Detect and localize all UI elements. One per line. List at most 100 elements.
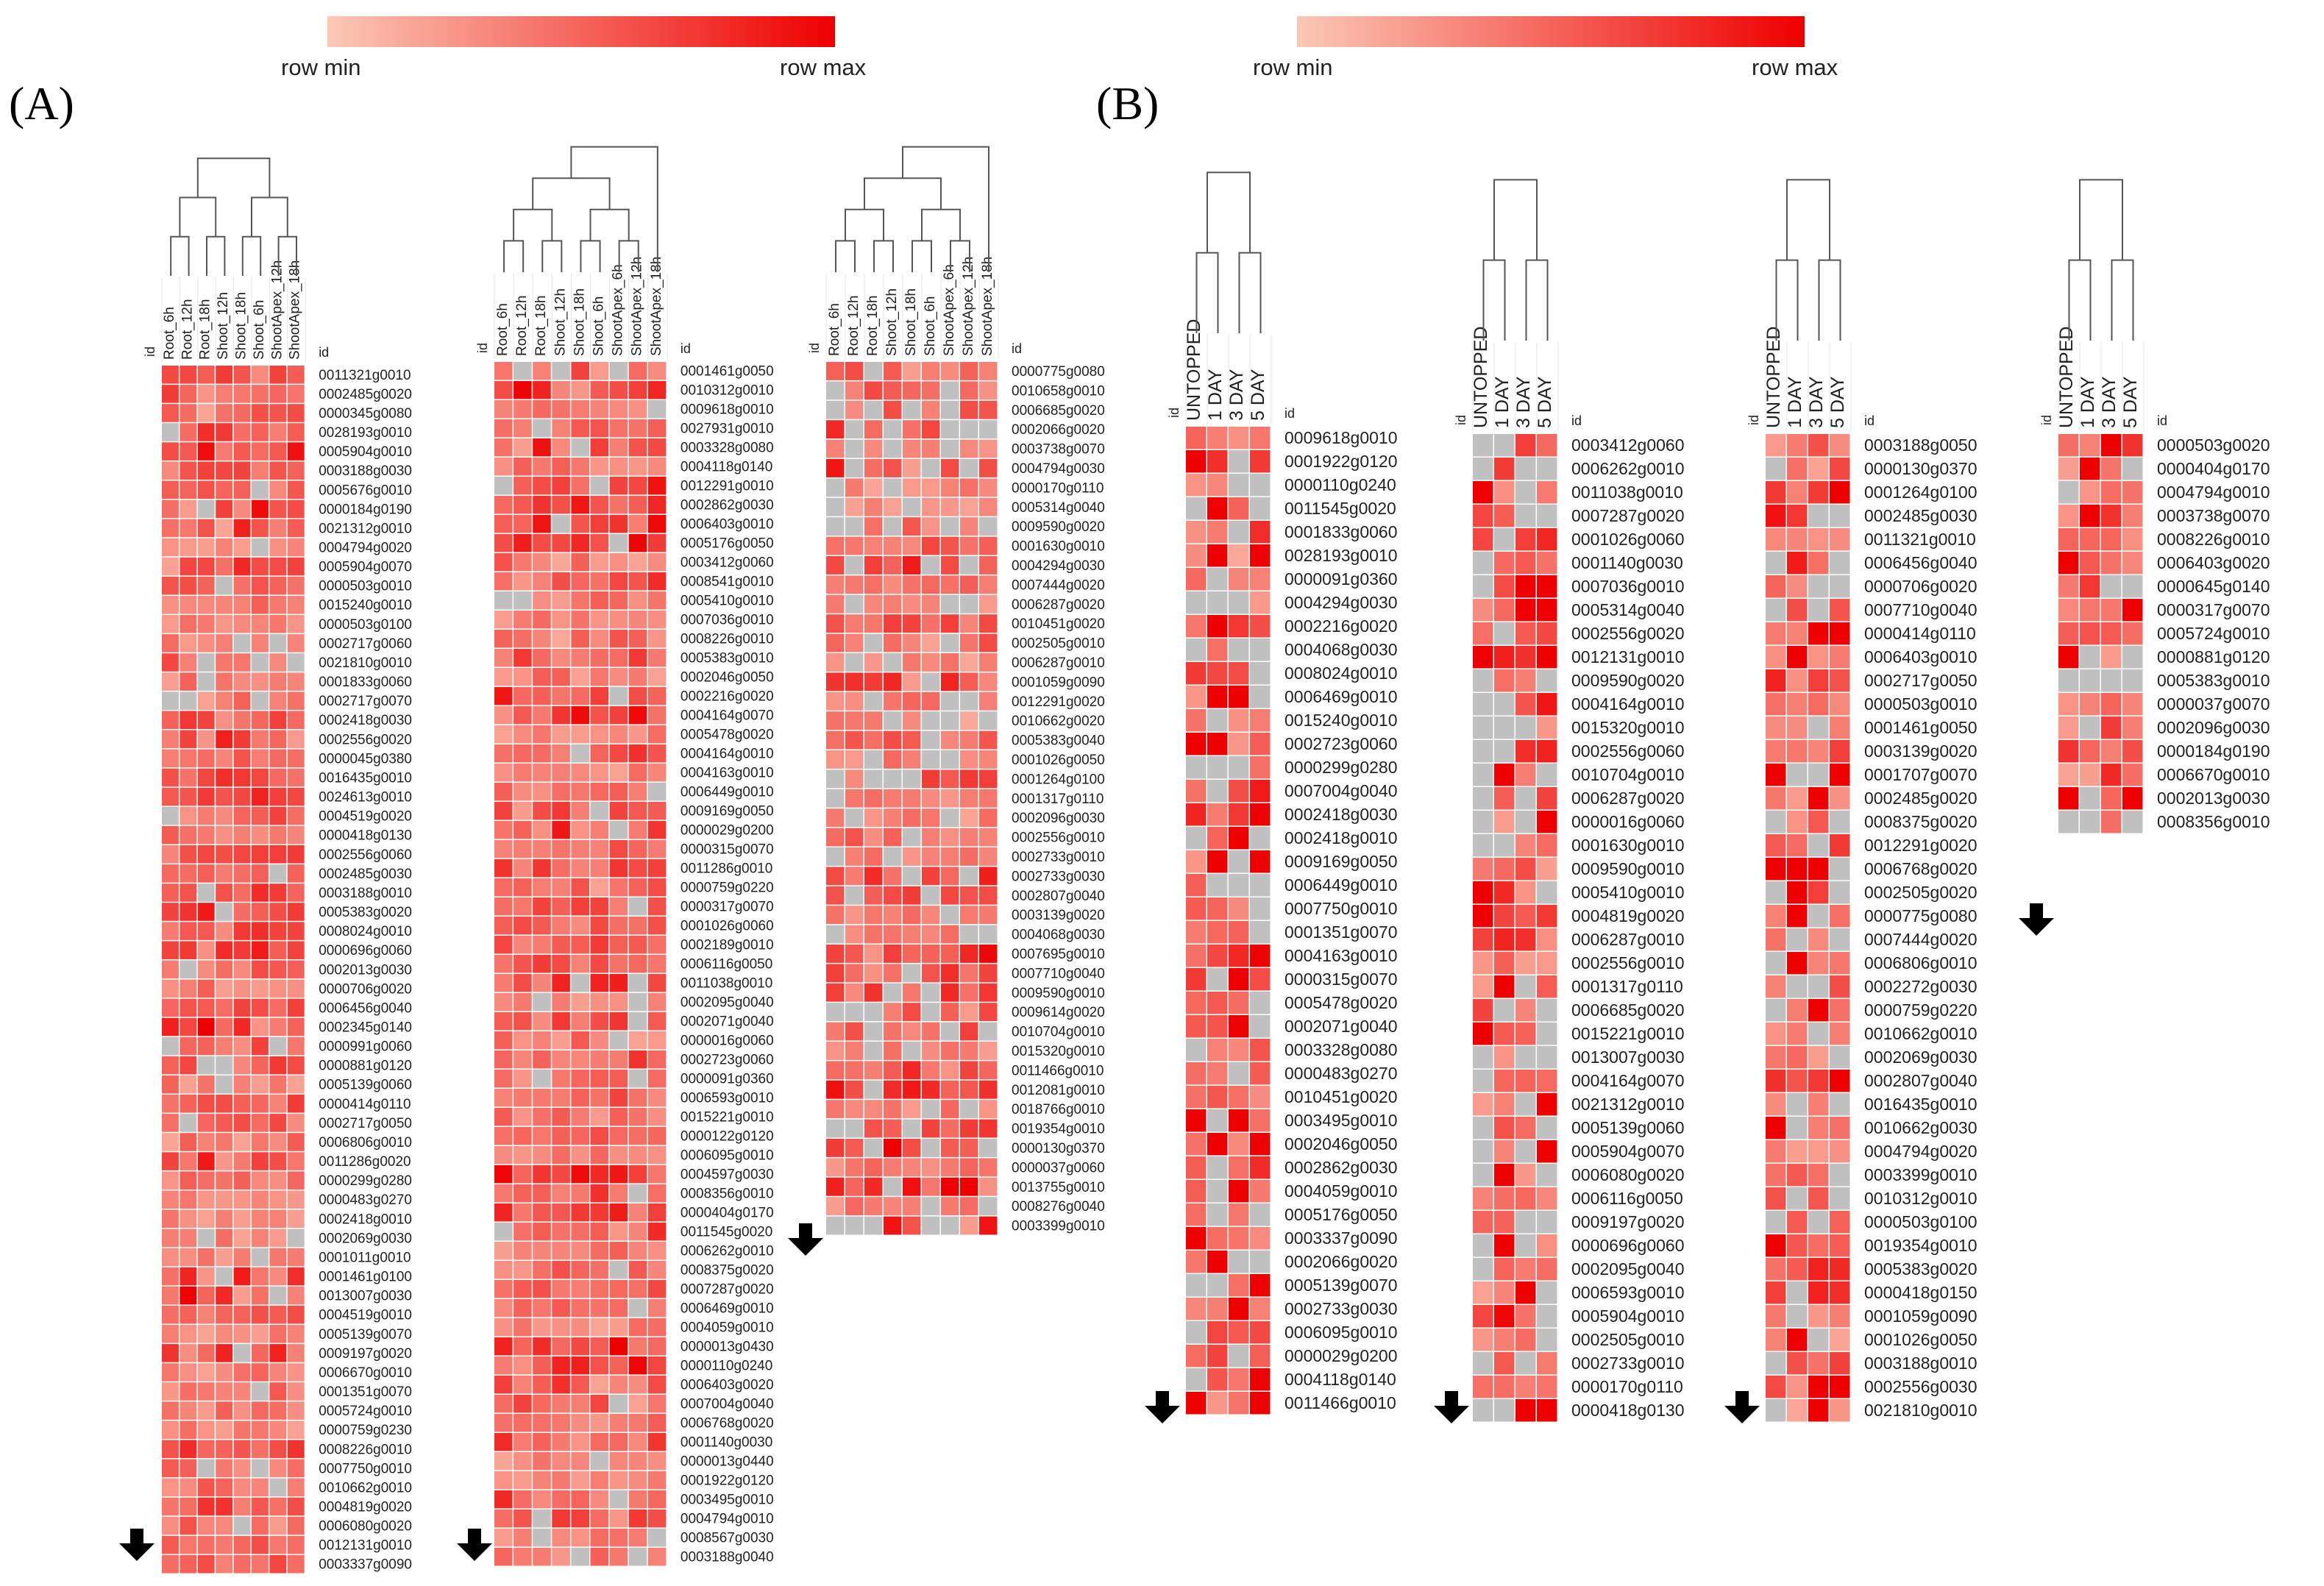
heatmap-cell — [590, 993, 609, 1011]
heatmap-cell — [2101, 481, 2122, 504]
heatmap-cell — [571, 649, 589, 667]
heatmap-cell — [287, 1190, 305, 1209]
row-label: 0007444g0020 — [1864, 930, 1977, 949]
heatmap-cell — [609, 1203, 628, 1222]
row-label: 0006287g0020 — [1571, 789, 1685, 808]
heatmap-cell — [269, 749, 287, 768]
heatmap-cell — [533, 1203, 551, 1222]
heatmap-cell — [960, 439, 978, 458]
heatmap-cell — [287, 787, 305, 806]
row-label: 0002717g0060 — [319, 636, 412, 652]
heatmap-cell — [941, 1216, 959, 1235]
row-label: 0000414g0110 — [1864, 624, 1976, 643]
heatmap-cell — [180, 1401, 197, 1420]
heatmap-cell — [960, 1119, 978, 1138]
heatmap-cell — [494, 1318, 513, 1337]
heatmap-cell — [960, 381, 978, 400]
heatmap-cell — [180, 1095, 197, 1113]
heatmap-cell — [180, 845, 197, 864]
heatmap-cell — [647, 1280, 667, 1298]
heatmap-cell — [609, 1280, 628, 1298]
heatmap-cell — [609, 1299, 628, 1317]
heatmap-cell — [180, 1440, 197, 1459]
heatmap-cell — [1766, 575, 1786, 598]
heatmap-cell — [287, 1363, 305, 1381]
heatmap-cell — [216, 1535, 233, 1554]
heatmap-cell — [922, 828, 940, 847]
heatmap-cell — [252, 1152, 269, 1170]
heatmap-cell — [1766, 458, 1786, 480]
row-label: 0007750g0010 — [319, 1461, 412, 1476]
heatmap-cell — [960, 983, 978, 1002]
heatmap-cell — [1229, 1156, 1249, 1179]
heatmap-cell — [1229, 686, 1249, 708]
heatmap-cell — [197, 845, 215, 864]
heatmap-cell — [1808, 1070, 1829, 1092]
heatmap-cell — [197, 825, 215, 844]
heatmap-cell — [180, 903, 197, 921]
heatmap-cell — [609, 1261, 628, 1279]
row-label: 0012291g0020 — [1864, 836, 1977, 855]
heatmap-cell — [1787, 458, 1808, 480]
heatmap-cell — [1808, 1258, 1829, 1281]
heatmap-cell — [845, 964, 864, 983]
heatmap-cell — [162, 1075, 179, 1094]
heatmap-cell — [1537, 1046, 1557, 1069]
heatmap-cell — [1808, 693, 1829, 716]
heatmap-cell — [884, 964, 902, 983]
heatmap-cell — [494, 1529, 513, 1547]
heatmap-cell — [1494, 1140, 1515, 1163]
heatmap-cell — [514, 1031, 532, 1050]
heatmap-cell — [2122, 434, 2143, 457]
heatmap-cell — [514, 591, 532, 610]
dendrogram-link — [1207, 171, 1251, 253]
heatmap-cell — [826, 711, 845, 730]
heatmap-cell — [197, 903, 215, 921]
heatmap-cell — [647, 496, 667, 514]
heatmap-cell — [269, 404, 287, 422]
heatmap-cell — [1207, 1274, 1228, 1297]
heatmap-cell — [571, 515, 589, 533]
dendrogram-link — [541, 240, 563, 272]
heatmap-cell — [1250, 1156, 1271, 1179]
row-label: 0006449g0010 — [1284, 875, 1398, 895]
row-label: 0021312g0010 — [319, 521, 412, 536]
row-label: 0005478g0020 — [681, 728, 774, 743]
heatmap-cell — [197, 1344, 215, 1362]
heatmap-cell — [1207, 568, 1228, 591]
heatmap-cell — [552, 1337, 570, 1356]
heatmap-cell — [571, 1490, 589, 1509]
heatmap-cell — [2101, 622, 2122, 645]
heatmap-cell — [180, 1075, 197, 1094]
heatmap-cell — [1207, 780, 1228, 803]
heatmap-cell — [533, 1089, 551, 1107]
heatmap-cell — [609, 1490, 628, 1509]
heatmap-cell — [941, 789, 959, 808]
heatmap-cell — [590, 381, 609, 399]
row-label: 0006080g0020 — [1571, 1165, 1685, 1184]
heatmap-cell — [252, 1516, 269, 1535]
heatmap-cell — [1515, 481, 1536, 504]
heatmap-cell — [1808, 646, 1829, 669]
heatmap-cell — [590, 744, 609, 763]
heatmap-cell — [647, 821, 667, 839]
row-label: 0005724g0010 — [319, 1404, 412, 1419]
heatmap-cell — [922, 691, 940, 711]
heatmap-cell — [590, 1242, 609, 1260]
heatmap-cell — [287, 825, 305, 844]
heatmap-cell — [590, 859, 609, 878]
heatmap-cell — [628, 1146, 647, 1164]
heatmap-cell — [647, 1184, 667, 1203]
row-label: 0008226g0010 — [319, 1442, 412, 1457]
row-label: 0009614g0020 — [1012, 1005, 1105, 1020]
row-label: 0002418g0010 — [319, 1212, 412, 1227]
heatmap-cell — [1830, 952, 1850, 975]
dendrogram-link — [196, 157, 271, 198]
heatmap-cell — [162, 1152, 179, 1170]
heatmap-cell — [233, 825, 251, 844]
heatmap-cell — [1537, 622, 1557, 645]
heatmap-cell — [1787, 834, 1808, 857]
heatmap-cell — [216, 711, 233, 729]
heatmap-cell — [287, 1114, 305, 1132]
heatmap-cell — [941, 381, 959, 400]
